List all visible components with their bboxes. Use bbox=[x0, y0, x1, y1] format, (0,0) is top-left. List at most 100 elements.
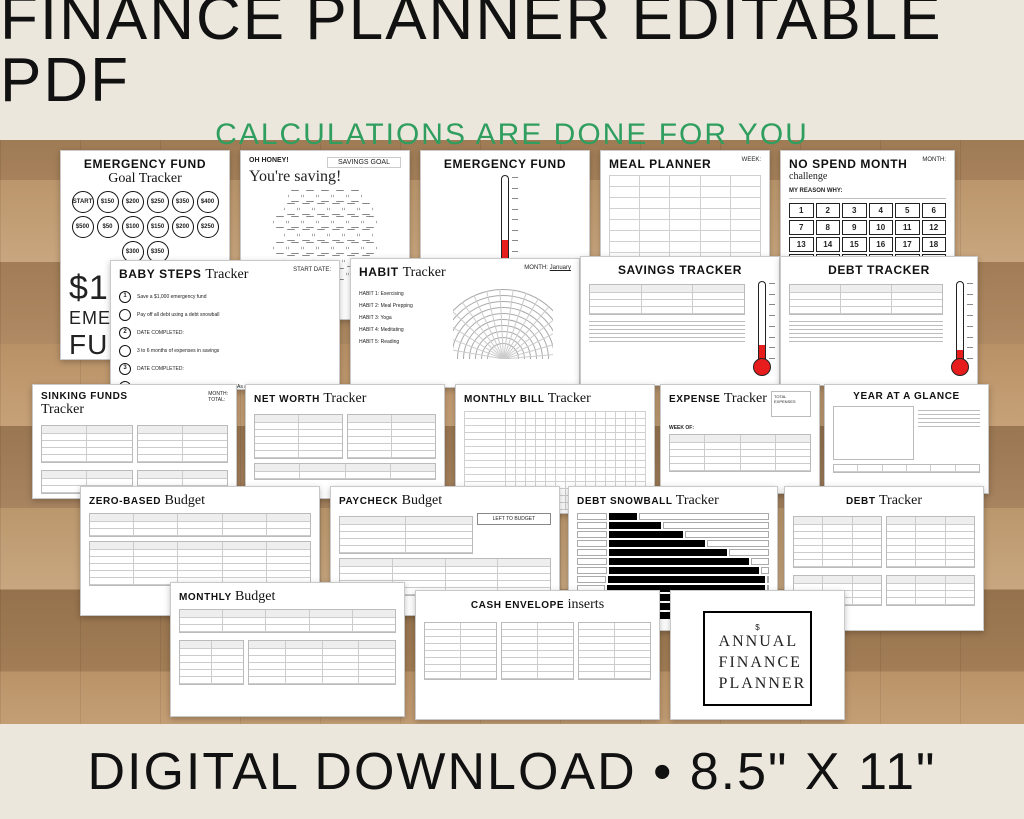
sheet-monthly-budget: MONTHLY Budget bbox=[170, 582, 405, 717]
sheet-expense: EXPENSE Tracker TOTALEXPENSES WEEK OF: bbox=[660, 384, 820, 494]
thermometer-icon bbox=[753, 281, 771, 376]
calendar-day: 8 bbox=[816, 220, 841, 235]
fan-chart-icon bbox=[453, 289, 553, 359]
label: ZERO-BASED bbox=[89, 496, 161, 507]
label: NET WORTH bbox=[254, 394, 320, 405]
goal-circle: $200 bbox=[122, 191, 144, 213]
sheet-cash-envelope: CASH ENVELOPE inserts bbox=[415, 590, 660, 720]
label: DEBT bbox=[846, 496, 876, 507]
calendar-day: 7 bbox=[789, 220, 814, 235]
sheet-habit: HABIT Tracker MONTH: January HABIT 1: Ex… bbox=[350, 258, 580, 388]
goal-circle: $350 bbox=[172, 191, 194, 213]
label: Tracker bbox=[676, 493, 719, 508]
label: Tracker bbox=[205, 267, 248, 282]
label: BABY STEPS bbox=[119, 267, 201, 281]
sheet-debt-tracker: DEBT TRACKER bbox=[780, 256, 978, 386]
footer-text: DIGITAL DOWNLOAD • 8.5" X 11" bbox=[87, 742, 936, 802]
label: ANNUAL bbox=[719, 632, 797, 653]
sheet-sinking-funds: SINKING FUNDSTracker MONTH:TOTAL: bbox=[32, 384, 237, 499]
header-band: FINANCE PLANNER EDITABLE PDF CALCULATION… bbox=[0, 0, 1024, 140]
value: January bbox=[550, 265, 571, 271]
goal-circle: $150 bbox=[97, 191, 119, 213]
label: HABIT bbox=[359, 265, 399, 279]
label: PAYCHECK bbox=[339, 496, 398, 507]
label: Tracker bbox=[403, 265, 446, 280]
goal-circle: $500 bbox=[72, 216, 94, 238]
calendar-day: 16 bbox=[869, 237, 894, 252]
goal-circle: $100 bbox=[122, 216, 144, 238]
label: Tracker bbox=[41, 402, 84, 417]
label: You're saving! bbox=[249, 168, 401, 186]
label: MONTHLY BILL bbox=[464, 394, 544, 405]
label: Budget bbox=[165, 493, 205, 508]
label: PLANNER bbox=[719, 674, 797, 695]
sheet-savings-tracker: SAVINGS TRACKER bbox=[580, 256, 780, 386]
calendar-day: 9 bbox=[842, 220, 867, 235]
label: Tracker bbox=[879, 493, 922, 508]
thermometer-icon bbox=[951, 281, 969, 376]
meal-grid bbox=[609, 175, 761, 264]
label: MEAL PLANNER bbox=[609, 157, 711, 171]
label: FINANCE bbox=[719, 653, 797, 674]
footer-band: DIGITAL DOWNLOAD • 8.5" X 11" bbox=[0, 724, 1024, 819]
label: DEBT SNOWBALL bbox=[577, 496, 672, 507]
sheet-baby-steps: BABY STEPS Tracker START DATE: 1Save a $… bbox=[110, 260, 340, 390]
label: YEAR AT A GLANCE bbox=[833, 391, 980, 402]
calendar-day: 11 bbox=[895, 220, 920, 235]
label: WEEK: bbox=[742, 157, 761, 175]
goal-circle: $250 bbox=[147, 191, 169, 213]
label: EMERGENCY FUND bbox=[84, 157, 206, 171]
label: SAVINGS TRACKER bbox=[589, 263, 771, 277]
label: MONTH: bbox=[524, 265, 548, 271]
label: OH HONEY! bbox=[249, 157, 289, 168]
label: MY REASON WHY: bbox=[789, 188, 946, 194]
goal-circles: START$150$200$250$350$400$500$50$100$150… bbox=[69, 191, 221, 263]
calendar-day: 5 bbox=[895, 203, 920, 218]
label: MONTHLY bbox=[179, 592, 232, 603]
calendar-day: 15 bbox=[842, 237, 867, 252]
goal-circle: $150 bbox=[147, 216, 169, 238]
label: Budget bbox=[402, 493, 442, 508]
annual-box: $ ANNUAL FINANCE PLANNER bbox=[703, 611, 813, 706]
sheet-net-worth: NET WORTH Tracker bbox=[245, 384, 445, 499]
calendar-day: 12 bbox=[922, 220, 947, 235]
calendar-day: 10 bbox=[869, 220, 894, 235]
main-title: FINANCE PLANNER EDITABLE PDF bbox=[0, 0, 1024, 112]
goal-circle: $400 bbox=[197, 191, 219, 213]
calendar-day: 18 bbox=[922, 237, 947, 252]
calendar-day: 1 bbox=[789, 203, 814, 218]
subtitle: CALCULATIONS ARE DONE FOR YOU bbox=[215, 118, 809, 152]
label: Tracker bbox=[548, 391, 591, 406]
calendar-day: 6 bbox=[922, 203, 947, 218]
calendar-day: 13 bbox=[789, 237, 814, 252]
label: NO SPEND MONTH bbox=[789, 157, 907, 171]
label: EXPENSE bbox=[669, 394, 720, 405]
calendar-day: 17 bbox=[895, 237, 920, 252]
sheet-year-glance: YEAR AT A GLANCE bbox=[824, 384, 989, 494]
label: DEBT TRACKER bbox=[789, 263, 969, 277]
label: WEEK OF: bbox=[669, 425, 811, 431]
label: CASH ENVELOPE bbox=[471, 600, 564, 611]
label: SINKING FUNDS bbox=[41, 391, 128, 402]
label: START DATE: bbox=[293, 267, 331, 287]
calendar-day: 14 bbox=[816, 237, 841, 252]
goal-circle: $50 bbox=[97, 216, 119, 238]
label: Tracker bbox=[724, 391, 767, 406]
dollar-icon: $ bbox=[719, 623, 797, 632]
calendar-day: 4 bbox=[869, 203, 894, 218]
table bbox=[789, 284, 943, 315]
table bbox=[589, 284, 745, 315]
goal-circle: START bbox=[72, 191, 94, 213]
goal-circle: $200 bbox=[172, 216, 194, 238]
calendar-day: 3 bbox=[842, 203, 867, 218]
label: Goal Tracker bbox=[108, 171, 182, 186]
label: MONTH: bbox=[922, 157, 946, 182]
label: Tracker bbox=[323, 391, 366, 406]
label: challenge bbox=[789, 171, 907, 182]
calendar-day: 2 bbox=[816, 203, 841, 218]
sheet-annual: $ ANNUAL FINANCE PLANNER bbox=[670, 590, 845, 720]
label: Budget bbox=[235, 589, 275, 604]
goal-circle: $250 bbox=[197, 216, 219, 238]
label: SAVINGS GOAL bbox=[327, 157, 401, 168]
label: inserts bbox=[568, 597, 605, 612]
